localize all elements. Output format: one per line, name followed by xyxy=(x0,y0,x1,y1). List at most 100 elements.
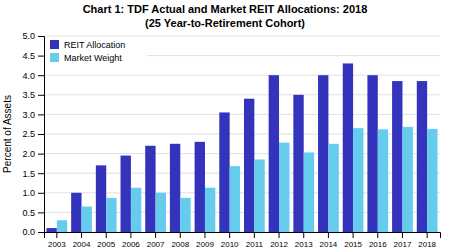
tick-label: 4.5 xyxy=(22,51,35,61)
tick-label: 2.5 xyxy=(22,129,35,139)
tick: 2010 xyxy=(221,232,239,249)
bar xyxy=(244,99,254,232)
bar xyxy=(156,193,166,232)
bar xyxy=(318,75,328,232)
tick: 2003 xyxy=(48,232,66,249)
tick-mark xyxy=(38,36,44,37)
tick-label: 1.5 xyxy=(22,169,35,179)
bar xyxy=(180,198,190,232)
bar xyxy=(353,128,363,232)
tick: 2011 xyxy=(246,232,264,249)
tick: 2006 xyxy=(122,232,140,249)
tick-mark xyxy=(38,193,44,194)
bar xyxy=(269,75,279,232)
tick-label: 2004 xyxy=(73,240,91,249)
tick: 2005 xyxy=(97,232,115,249)
tick-mark xyxy=(204,232,205,238)
tick-mark xyxy=(38,173,44,174)
plot: 0.0 0.5 1.0 1.5 2.0 2.5 3.0 3.5 4.0 4.5 5.0 2003 200… xyxy=(22,31,440,248)
tick: 2.5 xyxy=(22,129,44,139)
title: Chart 1: TDF Actual and Market REIT Allo… xyxy=(83,3,368,15)
tick: 2004 xyxy=(73,232,91,249)
tick-label: 1.0 xyxy=(22,188,35,198)
tick-mark xyxy=(38,75,44,76)
bar xyxy=(121,156,131,232)
tick-mark xyxy=(303,232,304,238)
tick-mark xyxy=(38,232,44,233)
chart: Chart 1: TDF Actual and Market REIT Allo… xyxy=(0,0,450,252)
legend-background xyxy=(47,37,147,67)
tick: 2009 xyxy=(196,232,214,249)
tick: 0.5 xyxy=(22,208,44,218)
tick-label: 2003 xyxy=(48,240,66,249)
tick-label: 2013 xyxy=(295,240,313,249)
tick: 4.0 xyxy=(22,71,44,81)
tick: 2017 xyxy=(394,232,412,249)
tick-label: 2007 xyxy=(147,240,165,249)
subtitle: (25 Year-to-Retirement Cohort) xyxy=(145,17,305,29)
legend-swatch xyxy=(50,40,59,49)
tick-label: 3.0 xyxy=(22,110,35,120)
tick: 1.5 xyxy=(22,169,44,179)
tick-label: 2011 xyxy=(246,240,264,249)
bar xyxy=(106,198,116,232)
legend-label: Market Weight xyxy=(64,53,122,63)
tick-mark xyxy=(38,114,44,115)
tick-mark xyxy=(279,232,280,238)
legend-item: Market Weight xyxy=(50,53,122,63)
tick-mark xyxy=(229,232,230,238)
legend: REIT AllocationMarket Weight xyxy=(47,37,147,67)
bar xyxy=(304,152,314,232)
bar xyxy=(402,127,412,232)
tick-label: 2015 xyxy=(344,240,362,249)
tick: 5.0 xyxy=(22,31,44,41)
tick: 2014 xyxy=(320,232,338,249)
tick-mark xyxy=(38,134,44,135)
tick-label: 0.5 xyxy=(22,208,35,218)
bar xyxy=(417,81,427,232)
tick-mark xyxy=(38,154,44,155)
grid-line xyxy=(44,36,440,37)
tick-label: 2006 xyxy=(122,240,140,249)
tick-label: 2009 xyxy=(196,240,214,249)
tick: 2015 xyxy=(344,232,362,249)
tick-mark xyxy=(353,232,354,238)
bar xyxy=(392,81,402,232)
bar xyxy=(57,220,67,232)
tick: 3.5 xyxy=(22,90,44,100)
bar xyxy=(328,144,338,232)
tick-label: 4.0 xyxy=(22,71,35,81)
tick: 0.0 xyxy=(22,227,44,237)
grid xyxy=(44,36,440,232)
bar xyxy=(205,188,215,232)
bar xyxy=(195,142,205,232)
axis-line xyxy=(38,37,45,233)
tick-label: 2014 xyxy=(320,240,338,249)
bar xyxy=(96,165,106,232)
tick: 2013 xyxy=(295,232,313,249)
tick: 2.0 xyxy=(22,149,44,159)
tick-label: 2.0 xyxy=(22,149,35,159)
tick-label: 2018 xyxy=(418,240,436,249)
tick-mark xyxy=(402,232,403,238)
bar xyxy=(378,129,388,232)
bar xyxy=(131,188,141,232)
tick-mark xyxy=(38,95,44,96)
bar xyxy=(145,146,155,232)
tick-label: 0.0 xyxy=(22,227,35,237)
bar xyxy=(230,166,240,232)
tick-mark xyxy=(38,212,44,213)
tick: 2018 xyxy=(418,232,436,249)
bar xyxy=(254,159,264,232)
grid-line xyxy=(44,114,440,115)
bar xyxy=(46,228,56,232)
tick-mark xyxy=(155,232,156,238)
tick-mark xyxy=(254,232,255,238)
bar xyxy=(293,95,303,232)
tick-label: 2016 xyxy=(369,240,387,249)
tick-label: 2012 xyxy=(270,240,288,249)
tick: 3.0 xyxy=(22,110,44,120)
tick-mark xyxy=(38,56,44,57)
tick-label: 2008 xyxy=(171,240,189,249)
bar xyxy=(219,112,229,232)
